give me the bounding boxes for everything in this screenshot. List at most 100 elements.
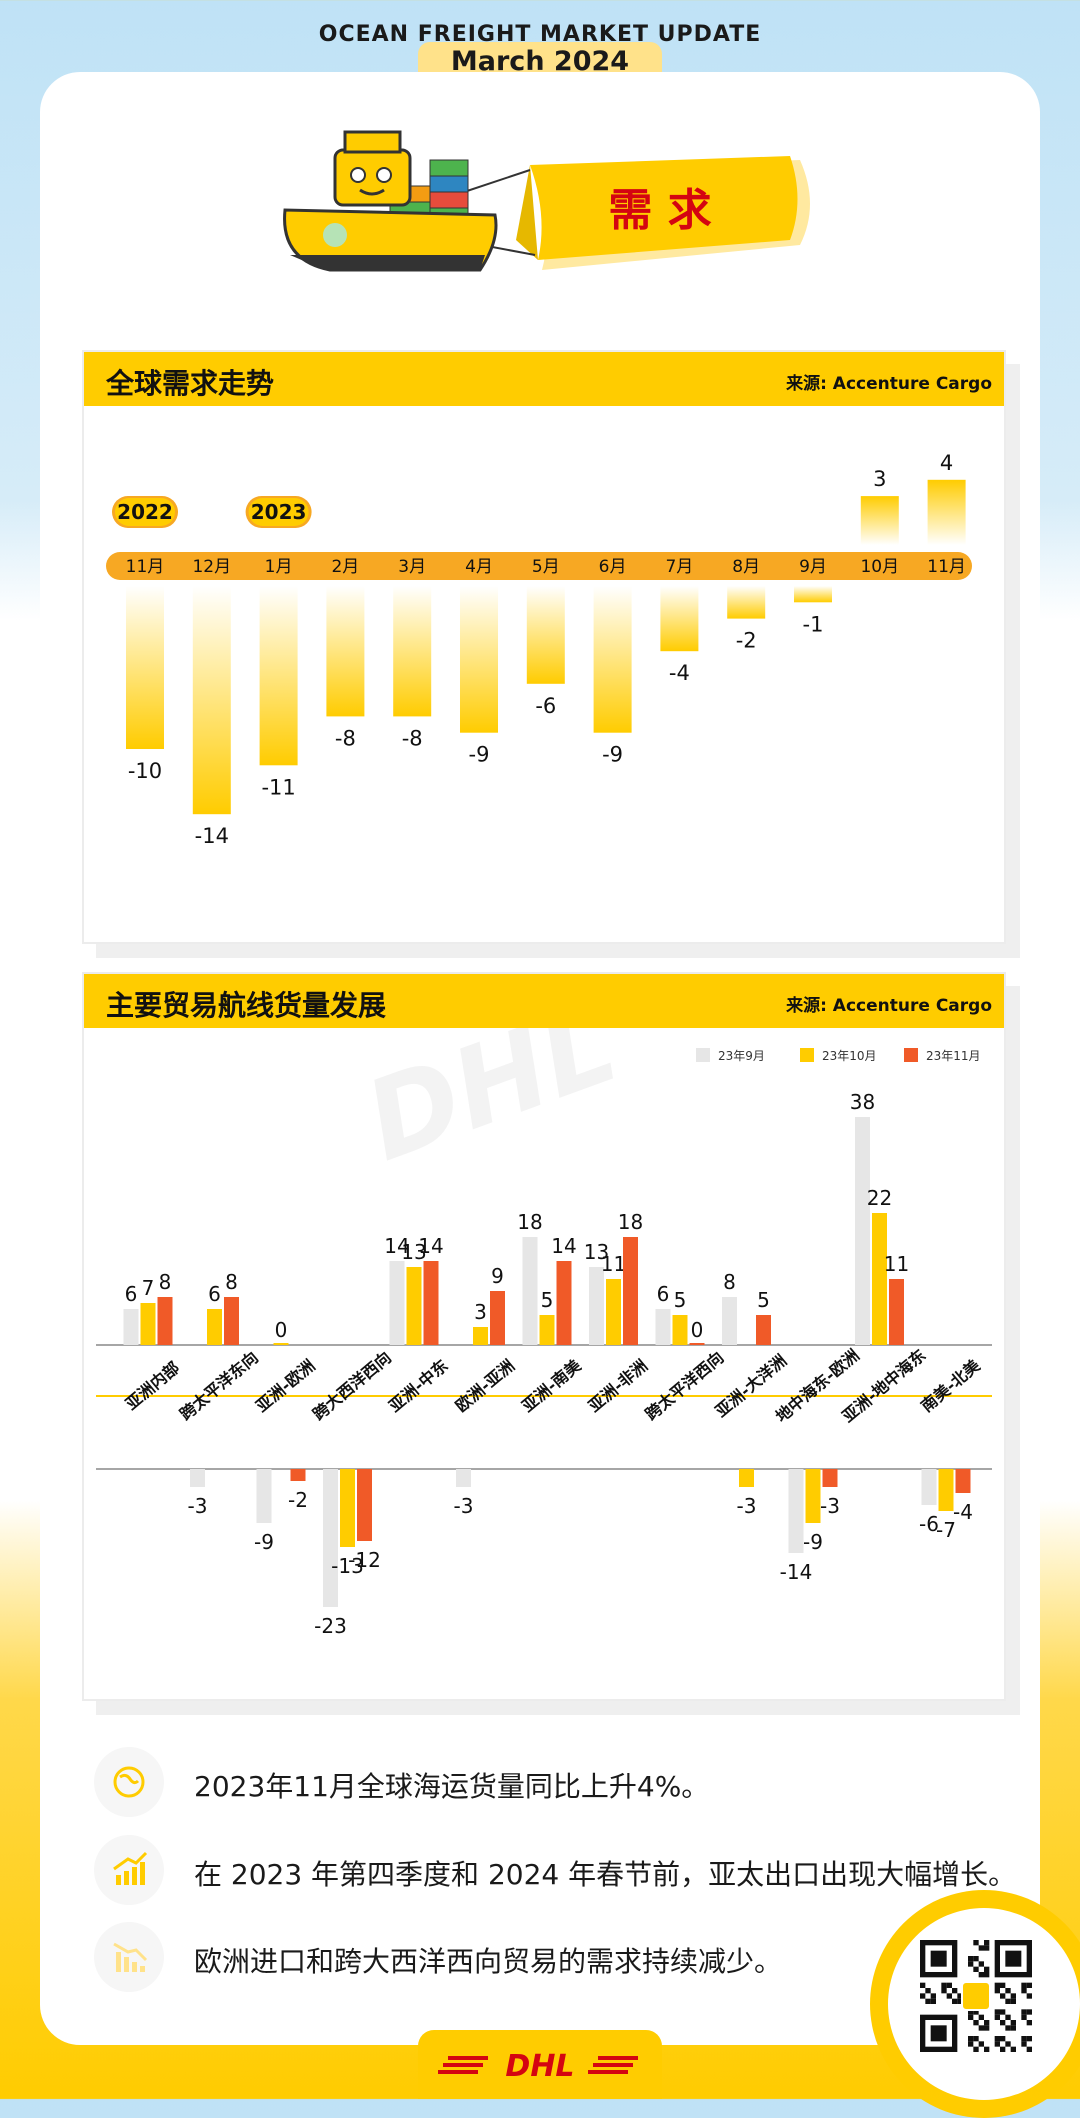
month-label: 11月 <box>927 557 966 577</box>
qr-module <box>1026 2009 1032 2015</box>
qr-module <box>1010 2046 1016 2052</box>
lane-bar <box>623 1237 638 1345</box>
legend-label: 23年10月 <box>822 1049 877 1063</box>
qr-module <box>973 2046 979 2052</box>
legend-swatch <box>800 1048 814 1062</box>
qr-module <box>1021 2036 1027 2042</box>
lane-value-label: -2 <box>288 1488 308 1512</box>
qr-module <box>1026 1982 1032 1988</box>
lane-bar <box>290 1469 306 1481</box>
qr-module <box>946 1993 952 1999</box>
month-label: 8月 <box>732 557 760 577</box>
qr-finder-core <box>1005 1950 1022 1967</box>
qr-module <box>1021 2041 1027 2047</box>
qr-module <box>1000 2036 1006 2042</box>
lane-label: 欧洲-亚洲 <box>452 1356 518 1416</box>
qr-module <box>1010 1993 1016 1999</box>
lane-value-label: 8 <box>225 1270 238 1294</box>
lane-value-label: -9 <box>803 1530 823 1554</box>
qr-module <box>994 2041 1000 2047</box>
lane-value-label: 9 <box>491 1264 504 1288</box>
qr-module <box>957 1998 963 2004</box>
lane-value-label: -13 <box>331 1554 364 1578</box>
lane-label: 亚洲-中东 <box>385 1356 451 1416</box>
lane-bar <box>273 1343 289 1345</box>
lane-value-label: -4 <box>953 1500 973 1524</box>
lane-bar <box>123 1309 139 1345</box>
qr-module <box>946 1982 952 1988</box>
lane-value-label: 5 <box>757 1288 770 1312</box>
legend-label: 23年11月 <box>926 1049 981 1063</box>
lane-bar <box>423 1261 439 1345</box>
demand-bar <box>660 586 699 652</box>
bullet-text: 在 2023 年第四季度和 2024 年春节前，亚太出口出现大幅增长。 <box>194 1858 1017 1891</box>
qr-module <box>1005 1988 1011 1994</box>
bar-value-label: -1 <box>803 612 824 636</box>
lane-bar <box>157 1297 173 1345</box>
lane-value-label: 13 <box>401 1240 426 1264</box>
lane-bar <box>756 1315 771 1345</box>
lane-label: 亚洲内部 <box>122 1358 183 1414</box>
falling-chart-icon <box>94 1922 164 1992</box>
lane-bar <box>672 1315 688 1345</box>
lane-label: 跨太平洋东向 <box>176 1348 262 1424</box>
demand-bar <box>794 586 832 603</box>
qr-module <box>984 2025 990 2031</box>
bar-value-label: -11 <box>261 775 295 799</box>
qr-code-badge[interactable] <box>870 1890 1080 2118</box>
qr-module <box>952 1988 958 1994</box>
footer-pill: DHL <box>418 2030 662 2099</box>
lane-label: 亚洲-非洲 <box>585 1356 651 1416</box>
qr-module <box>941 1988 947 1994</box>
qr-finder-core <box>930 1950 947 1967</box>
lane-value-label: 5 <box>674 1288 687 1312</box>
lane-bar <box>522 1237 538 1345</box>
demand-bar <box>727 586 766 619</box>
month-label: 5月 <box>532 557 560 577</box>
demand-bar <box>526 586 565 684</box>
lane-bar <box>389 1261 405 1345</box>
lane-bar <box>256 1469 272 1523</box>
global-demand-chart: 11月-1012月-141月-112月-83月-84月-95月-66月-97月-… <box>106 451 972 848</box>
qr-code-icon <box>920 1940 1032 2052</box>
lane-value-label: -3 <box>737 1494 757 1518</box>
qr-module <box>978 1972 984 1978</box>
lane-bar <box>556 1261 572 1345</box>
qr-module <box>968 2041 974 2047</box>
trade-lanes-panel: 主要贸易航线货量发展 来源: Accenture Cargo DHL 23年9月 2… <box>82 972 1006 1701</box>
lane-value-label: -9 <box>254 1530 274 1554</box>
qr-module <box>973 2036 979 2042</box>
qr-module <box>994 2009 1000 2015</box>
qr-module <box>978 2041 984 2047</box>
lane-bar <box>872 1213 887 1345</box>
demand-bar <box>126 586 164 749</box>
dhl-logo-text: DHL <box>505 2049 574 2084</box>
lane-value-label: 6 <box>208 1282 221 1306</box>
bullet-item: 2023年11月全球海运货量同比上升4%。 <box>94 1747 1034 1817</box>
lane-bar <box>606 1279 621 1345</box>
month-label: 4月 <box>465 557 493 577</box>
qr-module <box>994 1988 1000 1994</box>
lane-bar <box>456 1469 471 1487</box>
demand-bar <box>860 496 899 545</box>
panel-source: 来源: Accenture Cargo <box>786 996 992 1016</box>
qr-module <box>930 1998 936 2004</box>
qr-module <box>1005 2014 1011 2020</box>
qr-module <box>984 1945 990 1951</box>
qr-module <box>1000 1993 1006 1999</box>
lane-bar <box>589 1267 604 1345</box>
lane-value-label: -3 <box>820 1494 840 1518</box>
demand-bar <box>192 586 231 815</box>
qr-module <box>1010 2025 1016 2031</box>
lane-bar <box>855 1117 870 1345</box>
qr-module <box>925 1998 931 2004</box>
lane-value-label: -6 <box>919 1512 939 1536</box>
qr-module <box>1010 1998 1016 2004</box>
bar-value-label: -8 <box>402 726 423 750</box>
lane-value-label: -12 <box>348 1548 381 1572</box>
lane-label: 亚洲-南美 <box>518 1355 585 1416</box>
bar-value-label: -6 <box>535 694 556 718</box>
lane-bar <box>340 1469 355 1547</box>
qr-module <box>1005 2025 1011 2031</box>
qr-module <box>1021 2014 1027 2020</box>
